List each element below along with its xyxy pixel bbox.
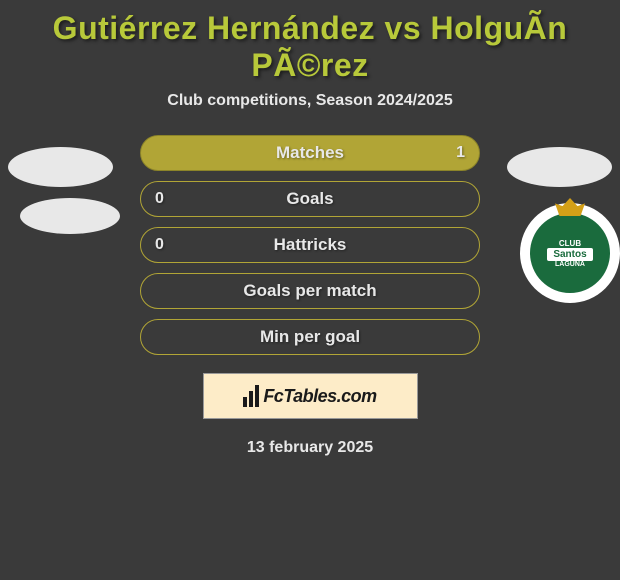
page-subtitle: Club competitions, Season 2024/2025 bbox=[0, 92, 620, 135]
page-title: Gutiérrez Hernández vs HolguÃ­n PÃ©rez bbox=[0, 0, 620, 92]
bar-chart-icon bbox=[243, 385, 259, 407]
stat-label: Matches bbox=[276, 143, 344, 163]
stat-row-goals: 0 Goals bbox=[140, 181, 480, 217]
stat-label: Min per goal bbox=[260, 327, 360, 347]
player-avatar-left bbox=[8, 147, 113, 187]
stat-label: Hattricks bbox=[274, 235, 347, 255]
stat-row-hattricks: 0 Hattricks bbox=[140, 227, 480, 263]
date-footer: 13 february 2025 bbox=[0, 439, 620, 457]
stat-label: Goals per match bbox=[243, 281, 376, 301]
stats-container: CLUB Santos LAGUNA Matches 1 0 Goals 0 H… bbox=[0, 135, 620, 457]
fctables-badge[interactable]: FcTables.com bbox=[203, 373, 418, 419]
club-name-top: CLUB bbox=[559, 239, 581, 248]
stat-row-matches: Matches 1 bbox=[140, 135, 480, 171]
crown-icon bbox=[555, 198, 585, 216]
stat-value-right: 1 bbox=[456, 144, 465, 162]
stat-row-goals-per-match: Goals per match bbox=[140, 273, 480, 309]
stat-value-left: 0 bbox=[155, 190, 164, 208]
club-name-mid: Santos bbox=[547, 248, 592, 261]
fctables-label: FcTables.com bbox=[263, 386, 376, 407]
stat-row-min-per-goal: Min per goal bbox=[140, 319, 480, 355]
stat-label: Goals bbox=[286, 189, 333, 209]
club-logo-right: CLUB Santos LAGUNA bbox=[520, 203, 620, 288]
stat-value-left: 0 bbox=[155, 236, 164, 254]
club-name-bot: LAGUNA bbox=[555, 261, 585, 268]
player-team-left bbox=[20, 198, 120, 234]
player-avatar-right bbox=[507, 147, 612, 187]
